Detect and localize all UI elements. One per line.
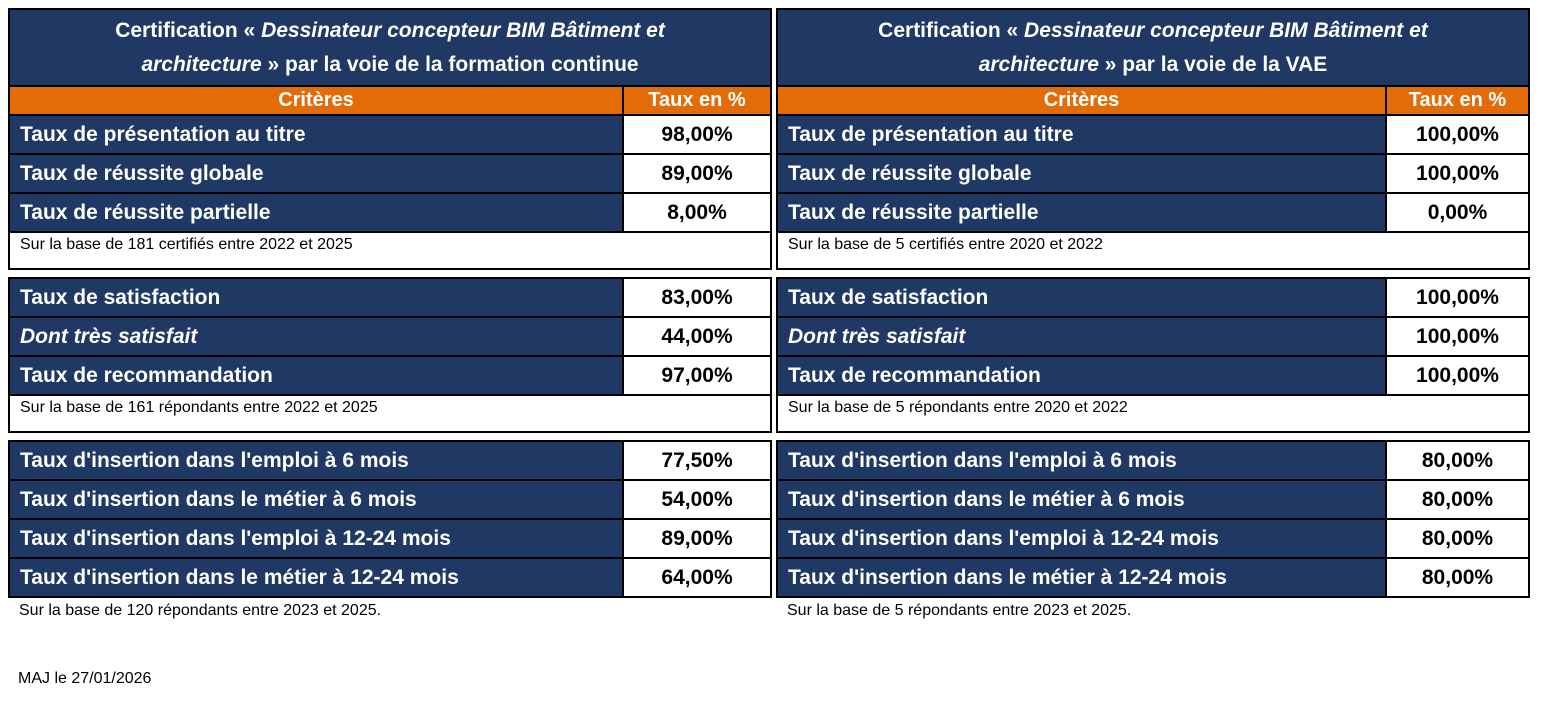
note-text: Sur la base de 181 certifiés entre 2022 … xyxy=(7,231,773,270)
table-row: Taux d'insertion dans l'emploi à 6 mois … xyxy=(8,440,773,481)
rate-cell: 80,00% xyxy=(1385,440,1530,481)
rate-cell: 0,00% xyxy=(1385,192,1530,233)
table-row: Taux de réussite globale 89,00% xyxy=(8,153,773,194)
table-row: Taux d'insertion dans l'emploi à 12-24 m… xyxy=(776,518,1530,559)
spacer-row xyxy=(9,432,772,441)
table-row: Taux de présentation au titre 98,00% xyxy=(8,114,773,155)
rate-cell: 98,00% xyxy=(621,114,773,155)
table-row: Taux de recommandation 97,00% xyxy=(8,355,773,396)
criteria-cell: Taux d'insertion dans l'emploi à 12-24 m… xyxy=(8,518,624,559)
criteria-cell: Taux de réussite partielle xyxy=(8,192,624,233)
title-prefix: Certification « xyxy=(115,18,262,42)
table-row: Taux d'insertion dans le métier à 6 mois… xyxy=(8,479,773,520)
rate-cell: 83,00% xyxy=(621,277,773,318)
criteria-cell: Taux de présentation au titre xyxy=(8,114,624,155)
rate-cell: 100,00% xyxy=(1385,277,1530,318)
criteria-cell: Taux d'insertion dans l'emploi à 6 mois xyxy=(776,440,1387,481)
rate-cell: 64,00% xyxy=(621,557,773,598)
column-header-rate: Taux en % xyxy=(621,85,773,116)
criteria-cell: Taux de réussite globale xyxy=(776,153,1387,194)
rate-cell: 8,00% xyxy=(621,192,773,233)
table-row: Taux d'insertion dans le métier à 6 mois… xyxy=(776,479,1530,520)
table-row: Taux de satisfaction 83,00% xyxy=(8,277,773,318)
rate-cell: 89,00% xyxy=(621,153,773,194)
certification-table-vae: Certification « Dessinateur concepteur B… xyxy=(776,8,1530,630)
table-row: Taux de recommandation 100,00% xyxy=(776,355,1530,396)
note-row: Sur la base de 5 répondants entre 2020 e… xyxy=(776,394,1530,433)
criteria-cell: Taux de recommandation xyxy=(8,355,624,396)
column-header-criteria: Critères xyxy=(8,85,624,116)
note-row: Sur la base de 5 certifiés entre 2020 et… xyxy=(776,231,1530,270)
criteria-cell: Taux de présentation au titre xyxy=(776,114,1387,155)
certification-table-formation-continue: Certification « Dessinateur concepteur B… xyxy=(7,8,773,630)
title-certification-name: Dessinateur concepteur BIM Bâtiment et a… xyxy=(978,18,1428,76)
criteria-cell: Taux de réussite partielle xyxy=(776,192,1387,233)
title-suffix: » par la voie de la VAE xyxy=(1098,52,1328,76)
footnote-row: Sur la base de 5 répondants entre 2023 e… xyxy=(777,597,1529,630)
column-header-criteria: Critères xyxy=(776,85,1387,116)
criteria-cell: Taux d'insertion dans le métier à 12-24 … xyxy=(776,557,1387,598)
criteria-cell: Dont très satisfait xyxy=(8,316,624,357)
table-row: Taux de réussite globale 100,00% xyxy=(776,153,1530,194)
rate-cell: 100,00% xyxy=(1385,355,1530,396)
footnote-row: Sur la base de 120 répondants entre 2023… xyxy=(9,597,772,630)
title-prefix: Certification « xyxy=(878,18,1025,42)
footnote-text: Sur la base de 120 répondants entre 2023… xyxy=(9,597,772,630)
rate-cell: 44,00% xyxy=(621,316,773,357)
table-row: Taux d'insertion dans le métier à 12-24 … xyxy=(776,557,1530,598)
criteria-cell: Dont très satisfait xyxy=(776,316,1387,357)
table-title: Certification « Dessinateur concepteur B… xyxy=(7,8,773,87)
criteria-cell: Taux de satisfaction xyxy=(776,277,1387,318)
rate-cell: 97,00% xyxy=(621,355,773,396)
column-header-rate: Taux en % xyxy=(1385,85,1530,116)
table-row: Taux d'insertion dans l'emploi à 12-24 m… xyxy=(8,518,773,559)
rate-cell: 100,00% xyxy=(1385,114,1530,155)
table-row: Taux de réussite partielle 8,00% xyxy=(8,192,773,233)
rate-cell: 100,00% xyxy=(1385,153,1530,194)
note-text: Sur la base de 5 répondants entre 2020 e… xyxy=(776,394,1530,433)
note-text: Sur la base de 161 répondants entre 2022… xyxy=(7,394,773,433)
spacer-row xyxy=(777,269,1529,278)
rate-cell: 80,00% xyxy=(1385,479,1530,520)
title-suffix: » par la voie de la formation continue xyxy=(261,52,639,76)
table-title: Certification « Dessinateur concepteur B… xyxy=(776,8,1530,87)
rate-cell: 89,00% xyxy=(621,518,773,559)
rate-cell: 77,50% xyxy=(621,440,773,481)
rate-cell: 54,00% xyxy=(621,479,773,520)
note-row: Sur la base de 161 répondants entre 2022… xyxy=(7,394,773,433)
maj-date: MAJ le 27/01/2026 xyxy=(18,670,152,687)
criteria-cell: Taux de satisfaction xyxy=(8,277,624,318)
note-row: Sur la base de 181 certifiés entre 2022 … xyxy=(7,231,773,270)
table-row: Taux de réussite partielle 0,00% xyxy=(776,192,1530,233)
table-row: Taux d'insertion dans le métier à 12-24 … xyxy=(8,557,773,598)
table-row: Taux de présentation au titre 100,00% xyxy=(776,114,1530,155)
table-row: Dont très satisfait 44,00% xyxy=(8,316,773,357)
criteria-cell: Taux de recommandation xyxy=(776,355,1387,396)
note-text: Sur la base de 5 certifiés entre 2020 et… xyxy=(776,231,1530,270)
title-certification-name: Dessinateur concepteur BIM Bâtiment et a… xyxy=(141,18,665,76)
spacer-row xyxy=(777,432,1529,441)
criteria-cell: Taux d'insertion dans l'emploi à 12-24 m… xyxy=(776,518,1387,559)
spacer-row xyxy=(9,269,772,278)
rate-cell: 80,00% xyxy=(1385,557,1530,598)
footnote-text: Sur la base de 5 répondants entre 2023 e… xyxy=(777,597,1529,630)
criteria-cell: Taux d'insertion dans le métier à 6 mois xyxy=(776,479,1387,520)
criteria-cell: Taux d'insertion dans le métier à 6 mois xyxy=(8,479,624,520)
criteria-cell: Taux d'insertion dans le métier à 12-24 … xyxy=(8,557,624,598)
criteria-cell: Taux d'insertion dans l'emploi à 6 mois xyxy=(8,440,624,481)
table-row: Taux de satisfaction 100,00% xyxy=(776,277,1530,318)
criteria-cell: Taux de réussite globale xyxy=(8,153,624,194)
rate-cell: 80,00% xyxy=(1385,518,1530,559)
table-row: Taux d'insertion dans l'emploi à 6 mois … xyxy=(776,440,1530,481)
table-row: Dont très satisfait 100,00% xyxy=(776,316,1530,357)
rate-cell: 100,00% xyxy=(1385,316,1530,357)
